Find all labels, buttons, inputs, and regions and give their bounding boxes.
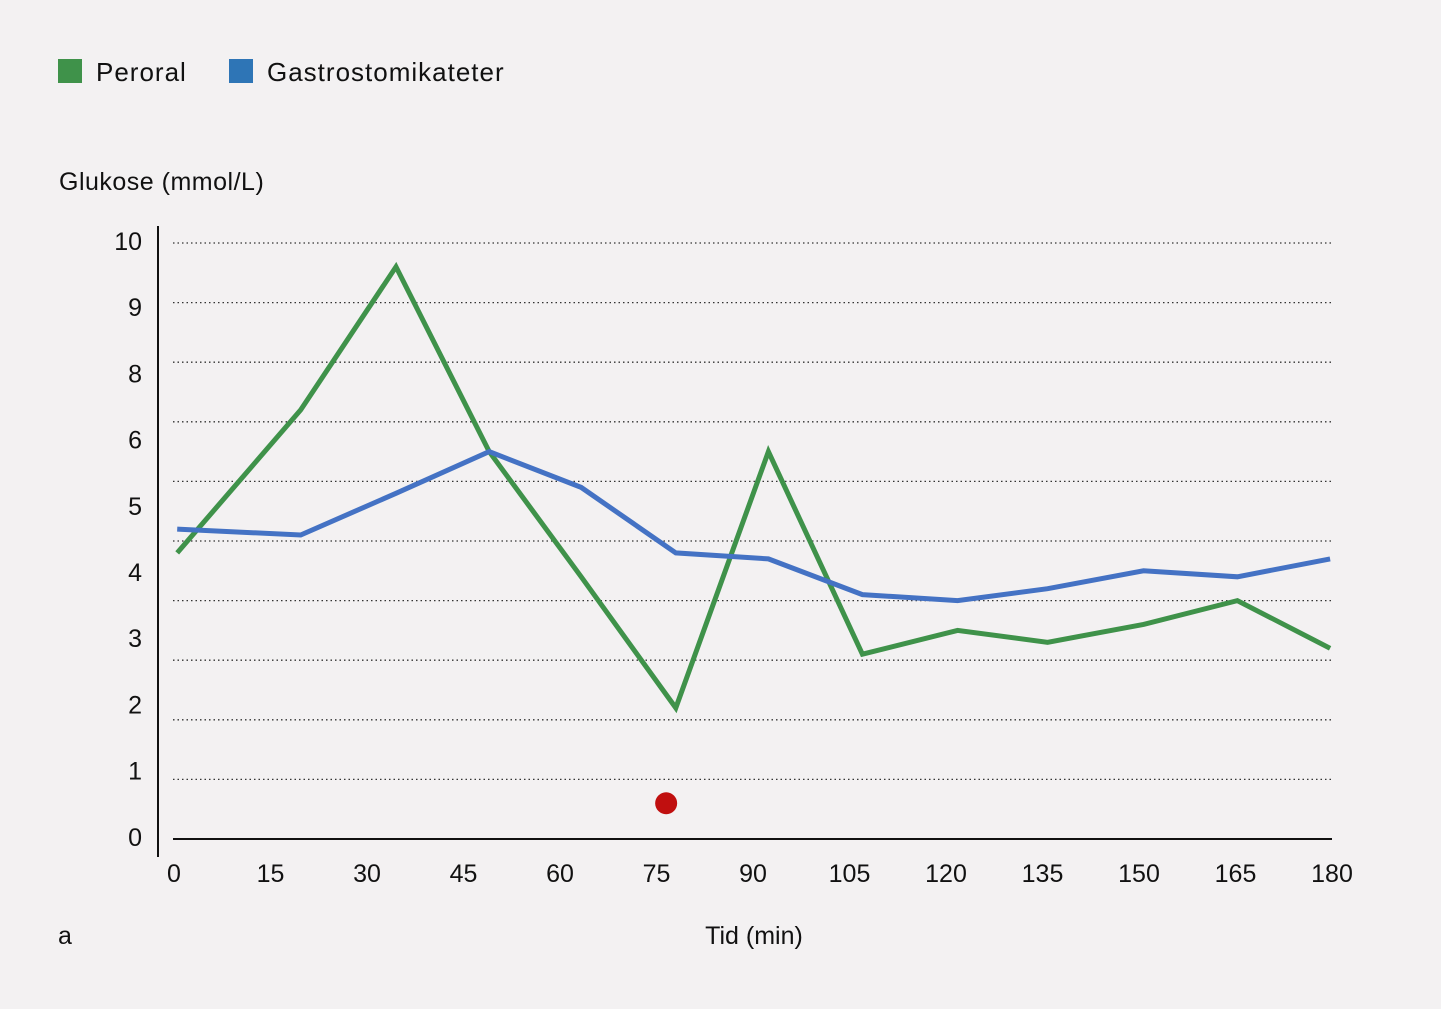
y-tick-label: 9 xyxy=(128,294,142,322)
legend-swatch-gastrostomikateter xyxy=(229,59,253,83)
x-tick-label: 90 xyxy=(739,860,767,888)
y-tick-label: 6 xyxy=(128,427,142,455)
x-tick-label: 15 xyxy=(257,860,285,888)
legend: Peroral Gastrostomikateter xyxy=(58,57,505,87)
y-tick-label: 4 xyxy=(128,559,142,587)
x-axis-title: Tid (min) xyxy=(705,922,803,950)
series-line-peroral xyxy=(177,267,1330,708)
y-tick-label: 8 xyxy=(128,360,142,388)
y-tick-label: 0 xyxy=(128,824,142,852)
y-tick-label: 3 xyxy=(128,625,142,653)
series-line-gastrostomikateter xyxy=(177,452,1330,601)
legend-label-peroral: Peroral xyxy=(96,57,187,87)
panel-label: a xyxy=(58,922,72,950)
x-tick-label: 30 xyxy=(353,860,381,888)
legend-swatch-peroral xyxy=(58,59,82,83)
y-axis-title: Glukose (mmol/L) xyxy=(59,168,264,196)
x-tick-label: 75 xyxy=(643,860,671,888)
x-tick-label: 60 xyxy=(546,860,574,888)
y-tick-label: 10 xyxy=(114,228,142,256)
x-tick-label: 135 xyxy=(1022,860,1064,888)
legend-label-gastrostomikateter: Gastrostomikateter xyxy=(267,57,505,87)
x-tick-label: 180 xyxy=(1311,860,1353,888)
y-tick-label: 1 xyxy=(128,758,142,786)
x-tick-label: 120 xyxy=(925,860,967,888)
red-marker-dot xyxy=(655,792,677,814)
x-tick-label: 0 xyxy=(167,860,181,888)
x-tick-label: 150 xyxy=(1118,860,1160,888)
y-tick-label: 2 xyxy=(128,691,142,719)
x-tick-label: 45 xyxy=(450,860,478,888)
x-tick-label: 105 xyxy=(829,860,871,888)
x-tick-label: 165 xyxy=(1215,860,1257,888)
y-tick-label: 5 xyxy=(128,493,142,521)
